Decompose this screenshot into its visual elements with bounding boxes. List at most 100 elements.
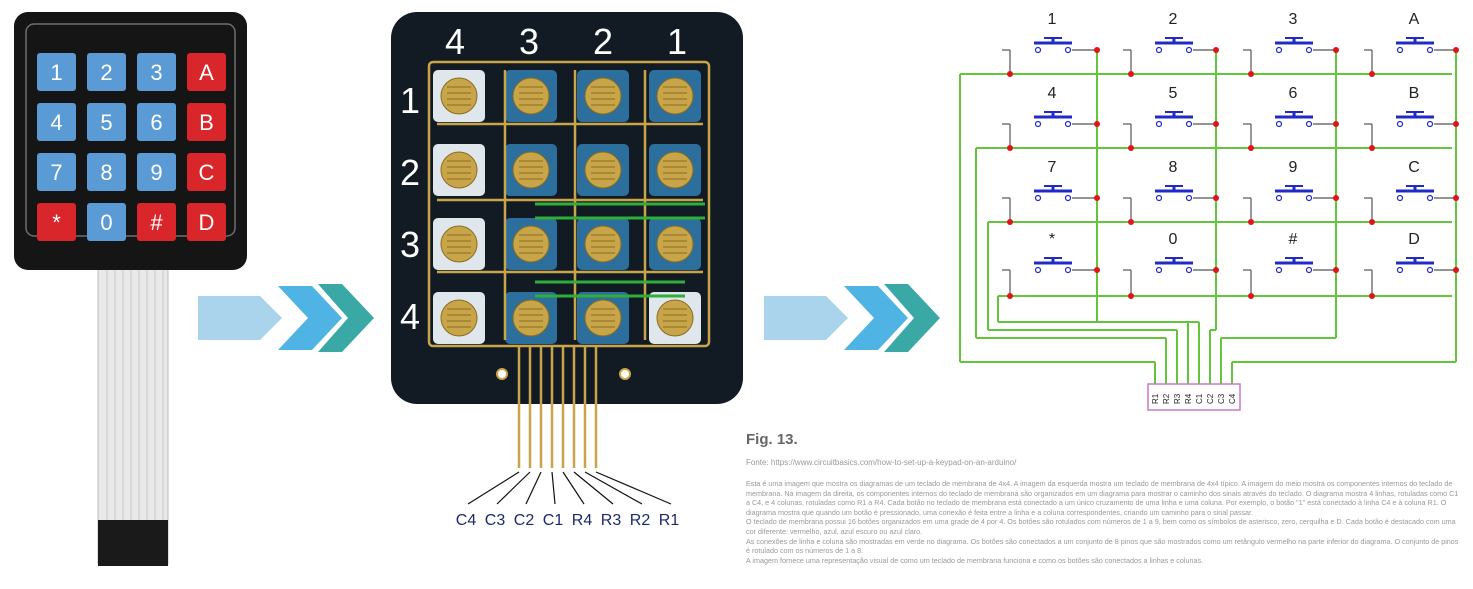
junction-dot <box>1248 71 1254 77</box>
schematic-button-label: 3 <box>1289 11 1298 28</box>
keypad-key-label: 0 <box>100 210 112 235</box>
junction-dot <box>1213 267 1219 273</box>
button-contact <box>1185 120 1193 128</box>
connector-pin-label: C3 <box>1217 393 1226 404</box>
keypad-key <box>187 203 226 241</box>
junction-dot <box>1128 71 1134 77</box>
junction-dot <box>1248 145 1254 151</box>
keypad-key <box>137 53 176 91</box>
junction-dot <box>1213 121 1219 127</box>
junction-dot <box>1248 219 1254 225</box>
membrane-pin-label: C3 <box>485 512 506 529</box>
junction-dot <box>1128 219 1134 225</box>
keypad-key <box>187 153 226 191</box>
membrane-contact <box>440 299 478 337</box>
membrane-pin-labels: C4 C3 C2 C1 R4 R3 R2 R1 <box>456 471 679 529</box>
keypad-key <box>137 203 176 241</box>
membrane-contact <box>512 225 550 263</box>
membrane-row-label: 4 <box>400 296 420 337</box>
membrane-contact <box>512 299 550 337</box>
schematic-wires <box>959 50 1457 384</box>
figure-paragraph: O teclado de membrana possui 16 botões o… <box>746 517 1456 536</box>
schematic-button-label: # <box>1289 231 1298 248</box>
membrane-pin-label: C2 <box>514 512 535 529</box>
mount-hole <box>619 368 631 380</box>
connector-pin-label: R4 <box>1184 393 1193 404</box>
membrane-column-label: 2 <box>593 21 613 62</box>
membrane-tail <box>517 346 598 468</box>
arrow-mid <box>278 286 342 350</box>
membrane-column-label: 4 <box>445 21 465 62</box>
button-contact <box>1305 46 1313 54</box>
membrane-pin-label: C4 <box>456 512 477 529</box>
junction-dot <box>1094 121 1100 127</box>
junction-dot <box>1213 195 1219 201</box>
membrane-row-label: 1 <box>400 80 420 121</box>
membrane-contact <box>512 77 550 115</box>
keypad-key-grid: 1 2 3 A 4 5 6 B 7 8 9 C * 0 # D <box>37 53 226 241</box>
figure-paragraph: Esta é uma imagem que mostra os diagrama… <box>746 479 1459 517</box>
keypad-key-label: 5 <box>100 110 112 135</box>
membrane-contact <box>656 299 694 337</box>
button-contact <box>1155 194 1163 202</box>
membrane-column-label: 3 <box>519 21 539 62</box>
button-contact <box>1396 194 1404 202</box>
button-contact <box>1305 120 1313 128</box>
junction-dot <box>1453 195 1459 201</box>
membrane-column-label: 1 <box>667 21 687 62</box>
membrane-green-bridges <box>535 202 705 298</box>
junction-dot <box>1369 219 1375 225</box>
schematic-button-label: 9 <box>1289 159 1298 176</box>
button-contact <box>1275 194 1283 202</box>
arrow-mid <box>844 286 908 350</box>
junction-dot <box>1333 195 1339 201</box>
schematic-button-label: 6 <box>1289 85 1298 102</box>
junction-dot <box>1213 47 1219 53</box>
junction-dot <box>1094 267 1100 273</box>
figure-paragraph: As conexões de linha e coluna são mostra… <box>746 536 1459 556</box>
button-contact <box>1396 120 1404 128</box>
button-contact <box>1034 120 1042 128</box>
junction-dot <box>1007 293 1013 299</box>
junction-dot <box>1453 267 1459 273</box>
keypad-key <box>37 203 76 241</box>
junction-dot <box>1453 121 1459 127</box>
schematic-button-label: 4 <box>1048 85 1057 102</box>
schematic-button-label: 8 <box>1169 159 1178 176</box>
schematic-button-label: 7 <box>1048 159 1057 176</box>
connector-pin-label: C2 <box>1206 393 1215 404</box>
button-contact <box>1034 46 1042 54</box>
membrane-contact <box>656 225 694 263</box>
keypad-key <box>137 153 176 191</box>
keypad-key <box>137 103 176 141</box>
junction-dot <box>1128 293 1134 299</box>
membrane-contact <box>512 151 550 189</box>
button-contact <box>1155 266 1163 274</box>
membrane-contact <box>656 77 694 115</box>
ribbon-cable <box>97 267 169 566</box>
membrane-contact <box>440 151 478 189</box>
arrow-teal <box>884 284 940 352</box>
membrane-pad-grid <box>433 70 701 344</box>
button-contact <box>1426 120 1434 128</box>
schematic-button-label: * <box>1049 231 1055 248</box>
button-contact <box>1185 266 1193 274</box>
figure-title: Fig. 13. <box>746 431 798 448</box>
membrane-pin-label: R3 <box>601 512 622 529</box>
membrane-row-label: 3 <box>400 224 420 265</box>
membrane-contact <box>584 299 622 337</box>
keypad-key-label: * <box>52 210 61 235</box>
connector-pin-label: R1 <box>1151 393 1160 404</box>
button-contact <box>1064 46 1072 54</box>
schematic-button-label: 0 <box>1169 231 1178 248</box>
junction-dot <box>1333 267 1339 273</box>
figure-paragraph: A imagem fornece uma representação visua… <box>746 555 1204 565</box>
button-contact <box>1034 266 1042 274</box>
button-contact <box>1185 46 1193 54</box>
membrane-pin-label: C1 <box>543 512 564 529</box>
junction-dot <box>1453 47 1459 53</box>
junction-dot <box>1094 195 1100 201</box>
keypad-key-label: 2 <box>100 60 112 85</box>
keypad-key <box>37 153 76 191</box>
junction-dot <box>1369 145 1375 151</box>
